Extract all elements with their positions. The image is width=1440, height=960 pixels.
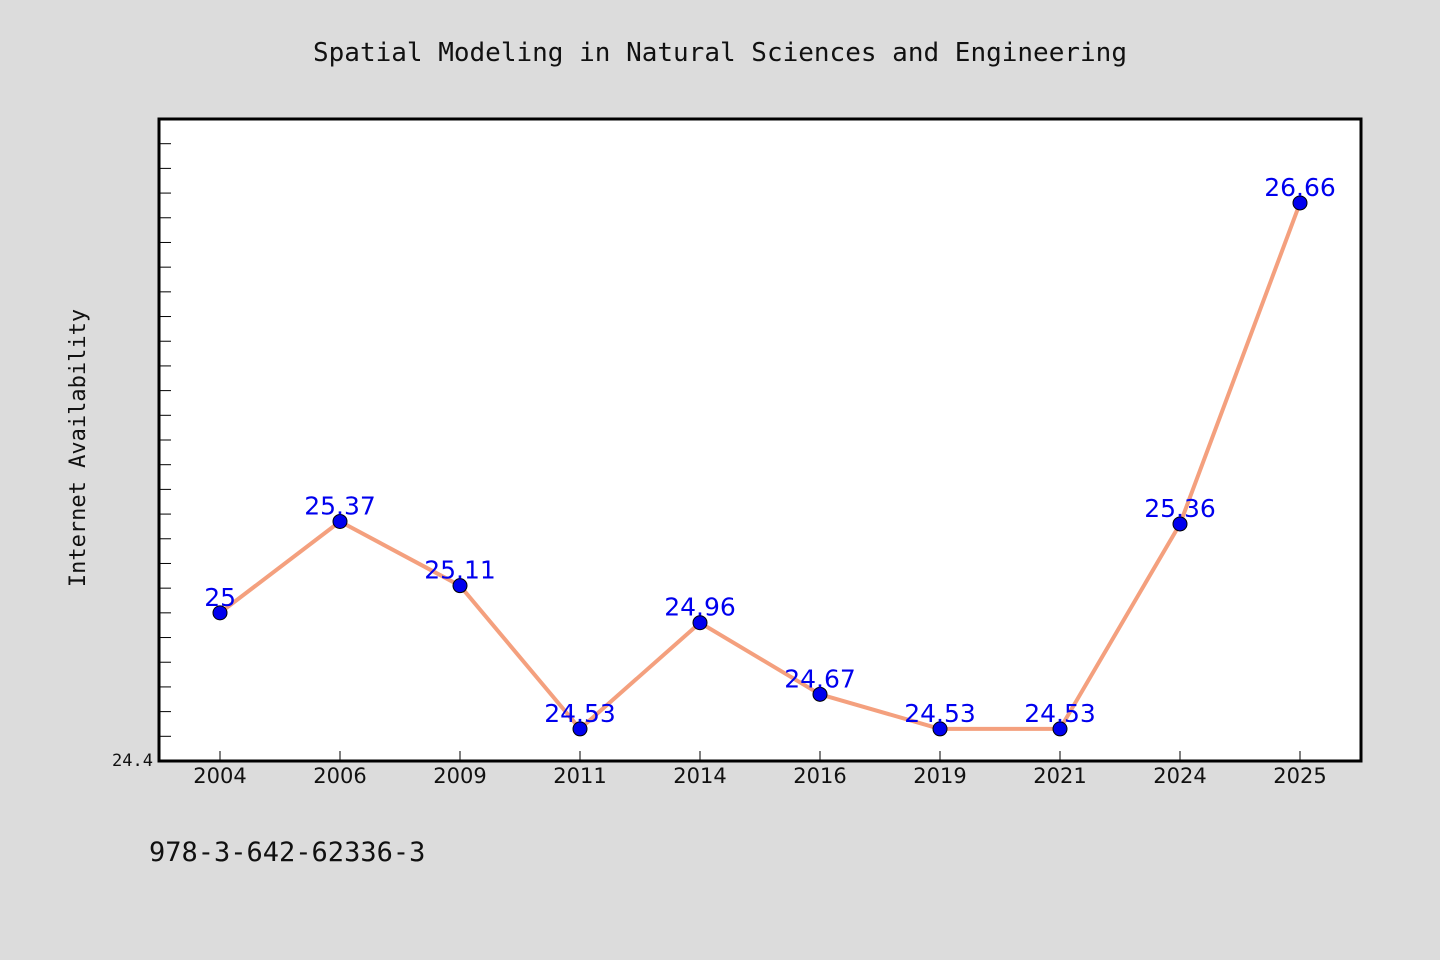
- data-label-2021: 24.53: [1024, 699, 1096, 728]
- series-markers: [212, 195, 1308, 737]
- data-label-2016: 24.67: [784, 664, 856, 693]
- data-point-2024: [1172, 516, 1188, 532]
- data-point-2019: [932, 721, 948, 737]
- x-tick-label-2016: 2016: [793, 764, 846, 788]
- x-tick-label-2019: 2019: [913, 764, 966, 788]
- data-point-2016: [812, 686, 828, 702]
- y-axis-label: Internet Availability: [66, 309, 91, 587]
- data-label-2025: 26.66: [1264, 173, 1336, 202]
- data-labels: 25 25.37 25.11 24.53 24.96 24.67 24.53 24.53 25.…: [204, 173, 1336, 728]
- plot-frame: [157, 117, 1363, 763]
- data-label-2004: 25: [204, 583, 236, 612]
- x-tick-label-2006: 2006: [313, 764, 366, 788]
- x-tick-label-2004: 2004: [193, 764, 246, 788]
- x-tick-label-2024: 2024: [1153, 764, 1206, 788]
- data-label-2006: 25.37: [304, 491, 376, 520]
- y-axis-ticks: [159, 143, 171, 737]
- data-point-2011: [572, 721, 588, 737]
- data-label-2009: 25.11: [424, 556, 496, 585]
- data-label-2014: 24.96: [664, 593, 736, 622]
- data-point-2004: [212, 605, 228, 621]
- chart-title: Spatial Modeling in Natural Sciences and…: [313, 38, 1127, 68]
- plot-area: [159, 119, 1361, 761]
- data-point-2025: [1292, 195, 1308, 211]
- x-tick-label-2009: 2009: [433, 764, 486, 788]
- series-line: [218, 200, 1302, 731]
- data-point-2009: [452, 578, 468, 594]
- data-point-2014: [692, 615, 708, 631]
- data-label-2011: 24.53: [544, 699, 616, 728]
- data-point-2021: [1052, 721, 1068, 737]
- x-tick-label-2021: 2021: [1033, 764, 1086, 788]
- x-tick-label-2025: 2025: [1273, 764, 1326, 788]
- x-tick-label-2011: 2011: [553, 764, 606, 788]
- data-label-2024: 25.36: [1144, 494, 1216, 523]
- y-tick-label: 24.4: [112, 751, 153, 771]
- x-tick-label-2014: 2014: [673, 764, 726, 788]
- footer-isbn: 978-3-642-62336-3: [149, 837, 425, 868]
- data-label-2019: 24.53: [904, 699, 976, 728]
- x-axis-ticks: 2004 2006 2009 2011 2014 2016 2019 2021 2024 2025: [193, 751, 1327, 788]
- data-point-2006: [332, 513, 348, 529]
